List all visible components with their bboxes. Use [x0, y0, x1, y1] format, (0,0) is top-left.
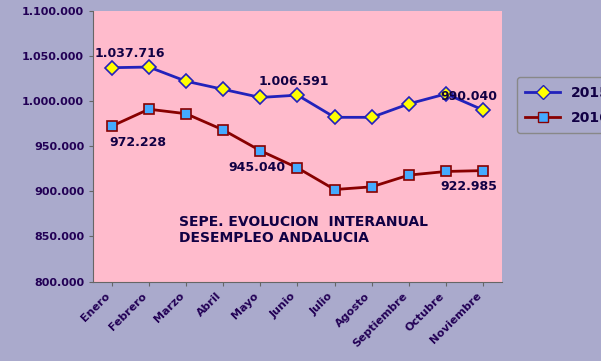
Text: 922.985: 922.985: [440, 180, 497, 193]
Text: 1.006.591: 1.006.591: [258, 75, 329, 88]
Legend: 2015, 2016: 2015, 2016: [517, 77, 601, 133]
Text: 1.037.716: 1.037.716: [95, 47, 165, 60]
Text: SEPE. EVOLUCION  INTERANUAL
DESEMPLEO ANDALUCIA: SEPE. EVOLUCION INTERANUAL DESEMPLEO AND…: [178, 215, 427, 245]
Text: 990.040: 990.040: [440, 90, 497, 103]
Text: 945.040: 945.040: [228, 161, 285, 174]
Text: 972.228: 972.228: [109, 136, 166, 149]
